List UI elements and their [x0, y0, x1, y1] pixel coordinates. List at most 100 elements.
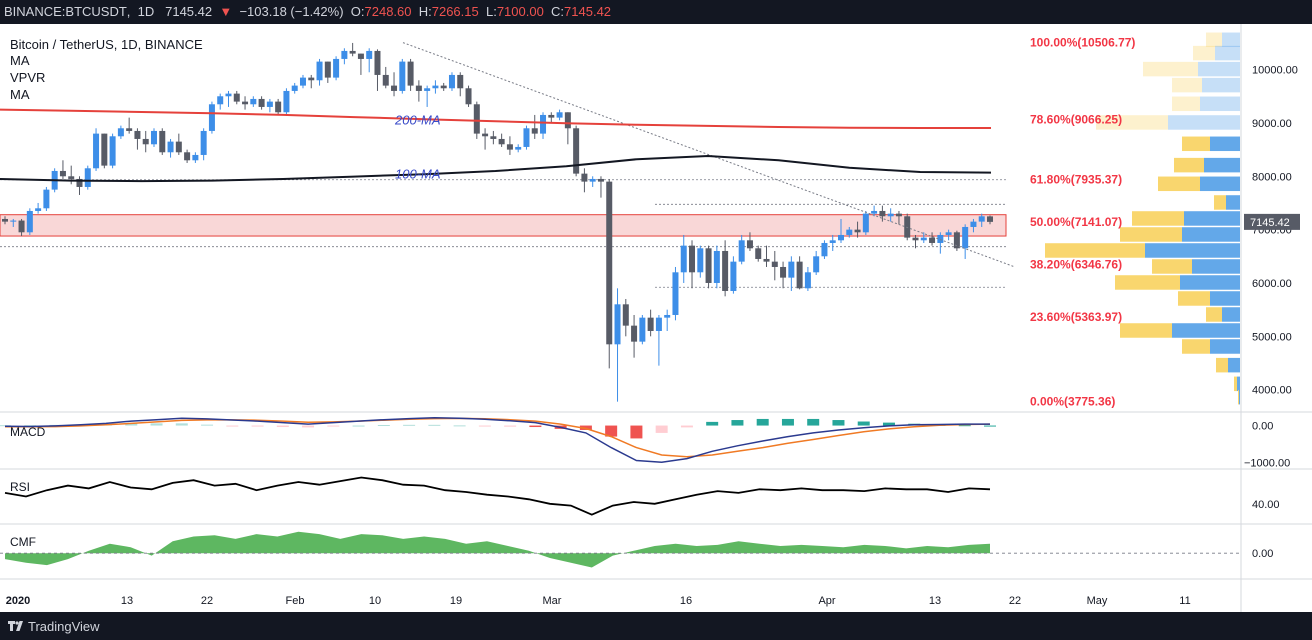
candle-body [465, 88, 472, 105]
candle-body [788, 261, 795, 278]
price-tick-label: 9000.00 [1252, 118, 1292, 130]
macd-histogram-bar [958, 425, 971, 427]
price-tick-label: 8000.00 [1252, 171, 1292, 183]
macd-axis-label: 0.00 [1252, 421, 1273, 433]
volume-profile-up-bar [1210, 291, 1240, 306]
candle-body [697, 248, 704, 273]
candle-body [142, 138, 149, 145]
candle-body [349, 50, 356, 54]
volume-profile-up-bar [1210, 339, 1240, 354]
resistance-zone [0, 214, 1007, 237]
indicator-ma-1[interactable]: MA [10, 53, 30, 68]
interval[interactable]: 1D [137, 4, 155, 19]
volume-profile-down-bar [1174, 157, 1204, 173]
candle-body [515, 146, 522, 150]
volume-profile-down-bar [1182, 339, 1210, 354]
candle-body [415, 85, 422, 91]
candle-body [150, 130, 157, 145]
candle-body [614, 304, 621, 345]
macd-histogram-bar [807, 418, 820, 426]
volume-profile-up-bar [1226, 195, 1240, 210]
candle-body [258, 98, 265, 107]
volume-profile-down-bar [1152, 259, 1192, 274]
candle-body [266, 101, 273, 107]
indicator-ma-2[interactable]: MA [10, 87, 30, 102]
low-value: 7100.00 [496, 4, 544, 19]
open-label: O: [350, 4, 365, 19]
candle-body [622, 304, 629, 326]
candle-body [531, 128, 538, 134]
candle-body [523, 128, 530, 147]
macd-histogram-bar [201, 424, 214, 426]
candle-body [672, 272, 679, 315]
candle-body [399, 61, 406, 91]
volume-profile-up-bar [1145, 243, 1240, 258]
candle-body [970, 221, 977, 227]
candle-body [647, 317, 654, 331]
volume-profile-up-bar [1200, 96, 1240, 112]
candle-body [540, 114, 547, 134]
candle-body [117, 128, 124, 137]
time-tick-label: 19 [450, 595, 462, 607]
last-price-tag [1244, 213, 1300, 230]
candle-body [813, 256, 820, 273]
macd-histogram-bar [630, 425, 643, 439]
candle-body [283, 90, 290, 113]
rsi-label[interactable]: RSI [10, 480, 31, 494]
volume-profile-up-bar [1184, 211, 1240, 226]
time-tick-label: Feb [286, 595, 305, 607]
candle-body [275, 101, 282, 113]
high-label: H: [418, 4, 432, 19]
fib-level-label: 61.80%(7935.37) [1030, 173, 1122, 187]
candle-body [639, 317, 646, 342]
high-value: 7266.15 [431, 4, 479, 19]
candle-body [308, 77, 315, 81]
candle-body [937, 234, 944, 243]
time-tick-label: 13 [929, 595, 941, 607]
candle-body [738, 240, 745, 262]
candle-body [548, 114, 555, 118]
candle-body [10, 220, 17, 222]
candle-body [84, 168, 91, 187]
candle-body [796, 261, 803, 289]
trendline [402, 42, 1016, 268]
volume-profile-down-bar [1178, 291, 1210, 306]
candle-body [912, 237, 919, 241]
symbol-name[interactable]: BINANCE:BTCUSDT [4, 4, 127, 19]
candle-body [763, 258, 770, 262]
cmf-label[interactable]: CMF [10, 535, 36, 549]
candle-body [705, 248, 712, 283]
candle-body [324, 61, 331, 78]
candle-body [457, 74, 464, 89]
candle-body [655, 317, 662, 331]
macd-histogram-bar [756, 418, 769, 426]
macd-histogram-bar [226, 425, 239, 427]
price-chart[interactable]: 200-MA 100-MA 100.00%(10506.77) 78.60%(9066… [0, 24, 1312, 612]
volume-profile-up-bar [1192, 259, 1240, 274]
candle-body [962, 226, 969, 249]
candle-body [26, 210, 33, 233]
fib-level-label: 50.00%(7141.07) [1030, 215, 1122, 229]
macd-label[interactable]: MACD [10, 425, 46, 439]
candle-body [316, 61, 323, 81]
candle-body [76, 178, 83, 187]
indicator-vpvr[interactable]: VPVR [10, 70, 46, 85]
candle-body [573, 128, 580, 174]
volume-profile-down-bar [1172, 77, 1202, 93]
brand-name[interactable]: TradingView [28, 619, 100, 634]
candle-body [498, 138, 505, 145]
candle-body [68, 176, 75, 179]
macd-histogram-bar [857, 421, 870, 426]
macd-histogram-bar [175, 423, 188, 426]
candle-body [821, 242, 828, 257]
volume-profile-up-bar [1204, 157, 1240, 173]
candle-body [722, 250, 729, 291]
tradingview-logo-icon [8, 621, 23, 631]
candle-body [159, 130, 166, 153]
volume-profile-up-bar [1172, 323, 1240, 338]
candle-body [101, 133, 108, 166]
down-arrow-icon: ▼ [219, 4, 233, 19]
macd-histogram-bar [428, 424, 441, 426]
volume-profile-up-bar [1200, 176, 1240, 192]
candle-body [589, 178, 596, 182]
